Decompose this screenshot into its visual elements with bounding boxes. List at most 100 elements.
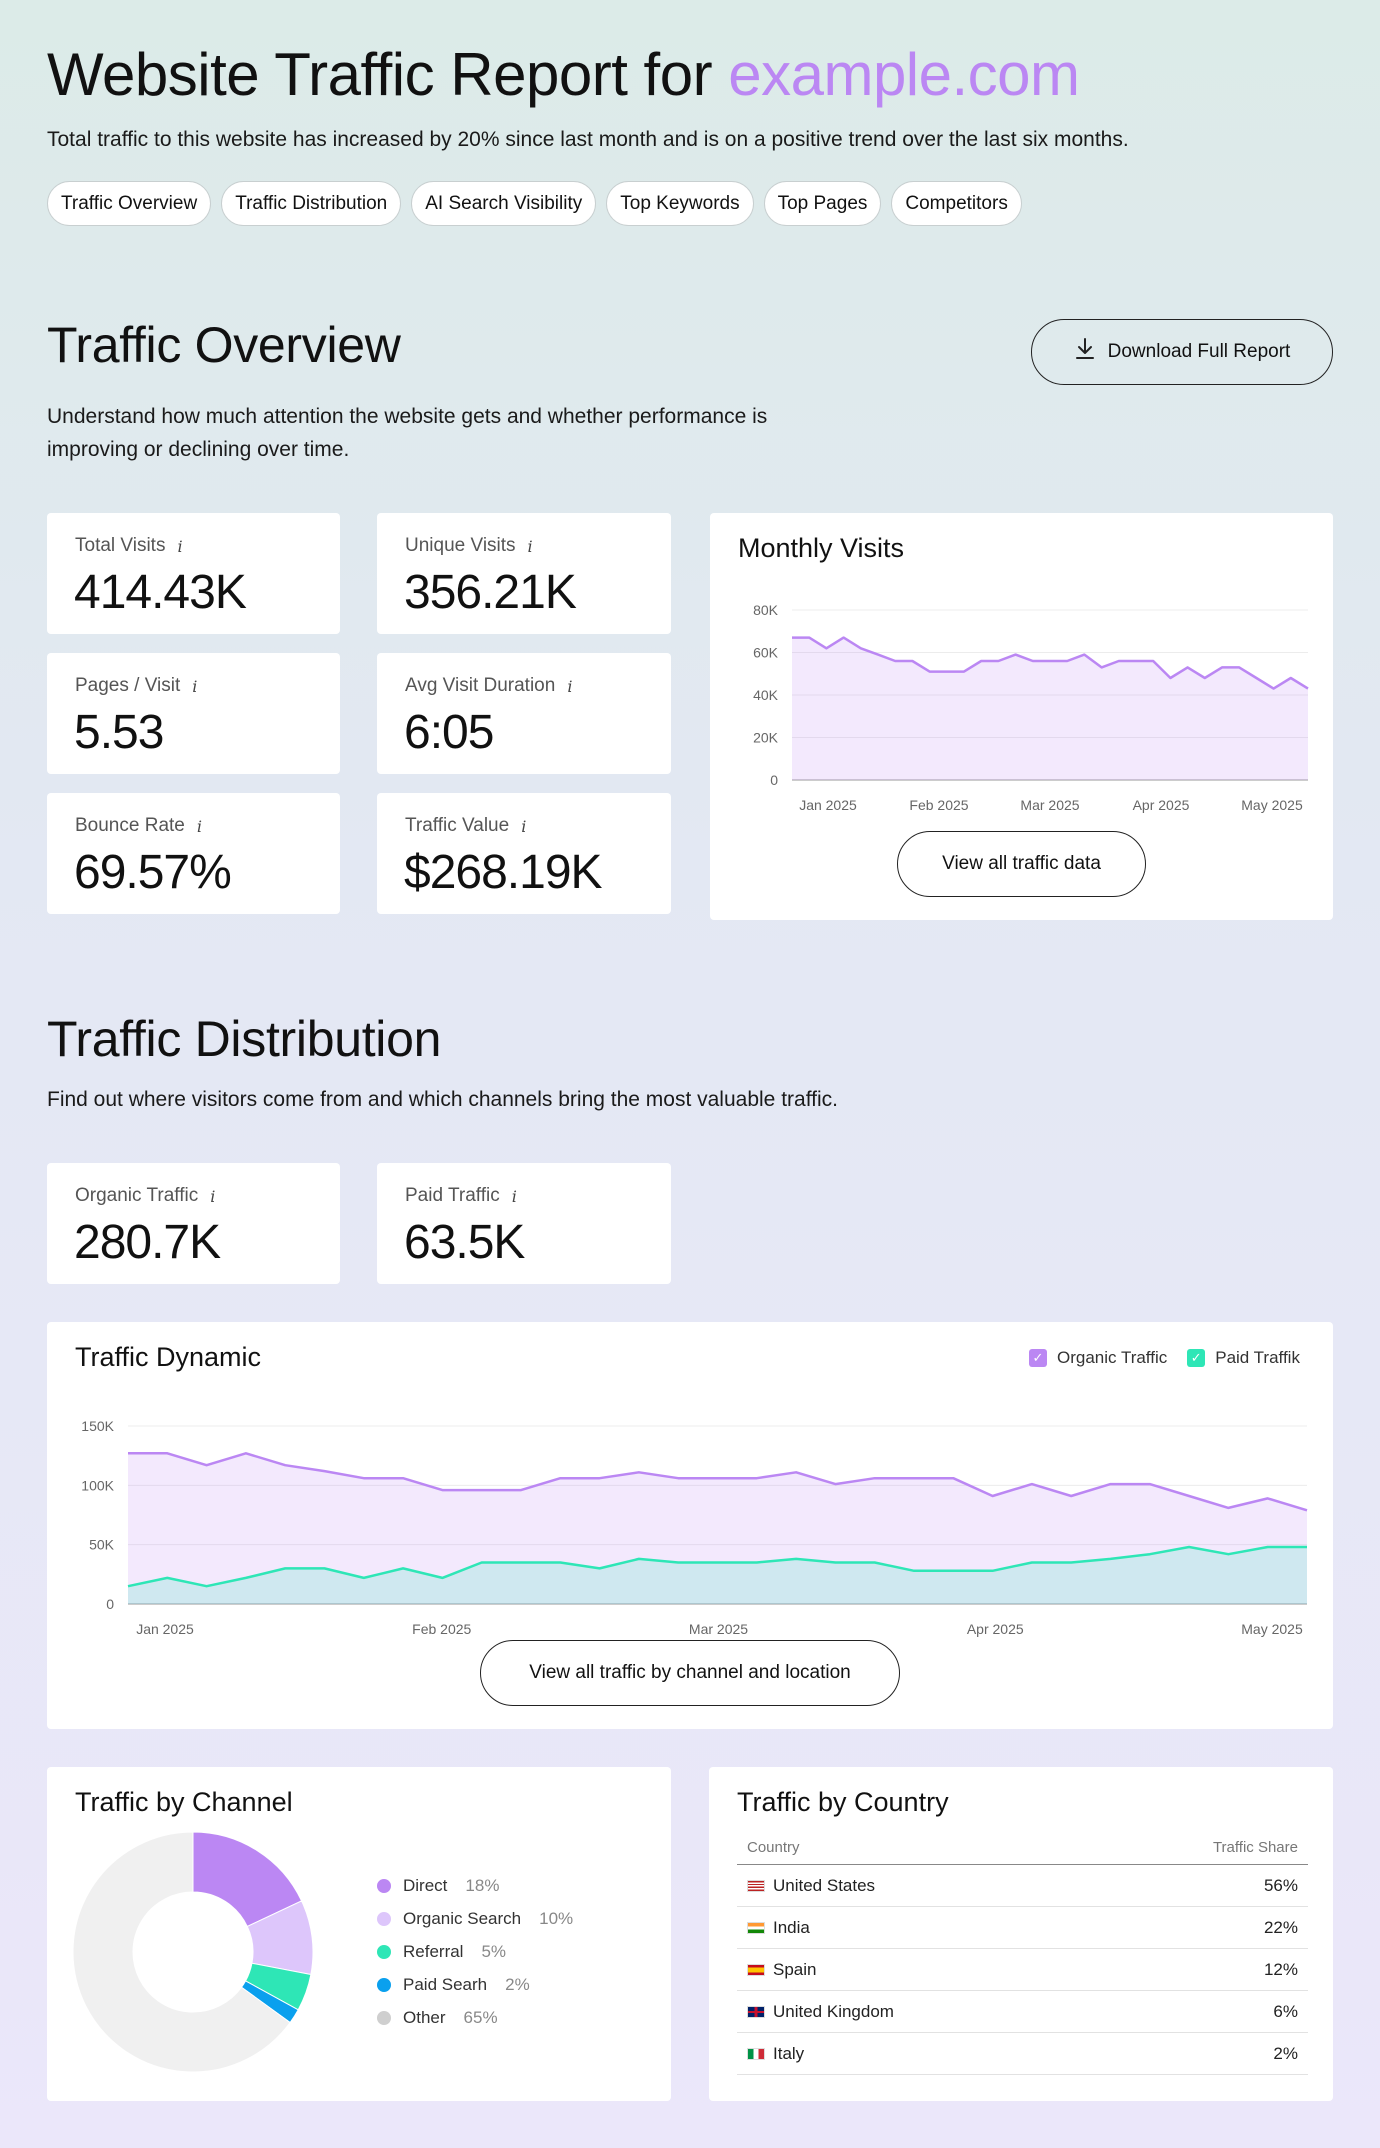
legend-checkbox-organic[interactable]: ✓ [1029,1349,1047,1367]
traffic-share-cell: 56% [1087,1864,1308,1907]
nav-pill-competitors[interactable]: Competitors [891,181,1022,226]
channel-label: Paid Searh [403,1974,488,1994]
overview-subtitle: Understand how much attention the websit… [47,400,767,466]
nav-pill-traffic-distribution[interactable]: Traffic Distribution [221,181,402,226]
channel-legend-item: Referral 5% [377,1935,573,1968]
section-title-distribution: Traffic Distribution [47,1011,442,1067]
stat-value: 63.5K [404,1216,525,1269]
flag-icon [747,1921,765,1934]
page-title: Website Traffic Report for example.com [47,40,1080,109]
country-name: United States [773,1875,876,1895]
view-all-traffic-button[interactable]: View all traffic data [897,831,1146,897]
country-name: Italy [773,2043,805,2063]
flag-icon [747,1879,765,1892]
country-name: United Kingdom [773,2001,894,2021]
channel-label: Other [403,2007,446,2027]
y-tick-label: 0 [106,1596,114,1612]
legend-label-organic: Organic Traffic [1057,1348,1168,1367]
info-icon[interactable]: i [196,816,202,836]
x-tick-label: Mar 2025 [689,1621,748,1637]
series-line-0 [128,1452,1308,1512]
channel-legend-item: Other 65% [377,2001,573,2034]
column-header-traffic-share: Traffic Share [1087,1839,1308,1865]
channel-legend-item: Organic Search 10% [377,1902,573,1935]
monthly-visits-card: Monthly Visits 80K 60K 40K 20K 0 Jan 2025 Feb … [710,513,1333,920]
channel-share: 18% [465,1875,500,1895]
stat-card-organic-traffic: Organic Traffic i 280.7K [47,1163,340,1284]
channel-legend: Direct 18% Organic Search 10% Referral 5% Paid… [377,1869,573,2034]
stat-label: Total Visits [75,535,166,556]
nav-pill-top-pages[interactable]: Top Pages [763,181,882,226]
y-tick-label: 50K [89,1537,115,1553]
y-tick-label: 60K [753,645,779,661]
country-cell: United Kingdom [737,1990,1088,2033]
stat-card-traffic-value: Traffic Value i $268.19K [377,793,671,914]
info-icon[interactable]: i [511,1186,517,1206]
info-icon[interactable]: i [177,536,183,556]
stat-label: Bounce Rate [75,815,185,836]
series-line-0 [792,636,1309,690]
legend-dot [377,1878,391,1893]
stat-value: 414.43K [74,566,247,619]
page-title-main: Website Traffic Report for [47,41,729,108]
table-row: United States 56% [737,1864,1308,1907]
country-cell: India [737,1906,1088,1949]
chart-title: Traffic by Country [737,1787,949,1817]
flag-icon [747,1963,765,1976]
traffic-dynamic-card: Traffic Dynamic ✓ Organic Traffic ✓ Paid… [47,1322,1333,1729]
country-table: Country Traffic Share United States 56% In… [737,1839,1308,2075]
channel-share: 10% [539,1908,574,1928]
column-header-country: Country [737,1839,1088,1865]
channel-legend-item: Direct 18% [377,1869,573,1902]
download-icon [1074,337,1096,367]
traffic-by-channel-card: Traffic by Channel Direct 18% Organic Sear… [47,1767,671,2101]
country-cell: United States [737,1864,1088,1907]
country-cell: Spain [737,1948,1088,1991]
legend-checkbox-paid[interactable]: ✓ [1187,1349,1206,1367]
overview-subtitle-line1: Understand how much attention the websit… [47,405,768,428]
nav-pill-ai-search-visibility[interactable]: AI Search Visibility [411,181,597,226]
stat-label: Avg Visit Duration [405,675,556,696]
nav-pill-traffic-overview[interactable]: Traffic Overview [47,181,212,226]
traffic-share-cell: 2% [1087,2032,1308,2075]
stat-card-total-visits: Total Visits i 414.43K [47,513,340,634]
country-cell: Italy [737,2032,1088,2075]
stat-label: Pages / Visit [75,675,181,696]
stat-value: 5.53 [74,706,164,759]
section-nav: Traffic Overview Traffic Distribution AI… [47,181,1022,226]
stat-card-bounce-rate: Bounce Rate i 69.57% [47,793,340,914]
legend-dot [377,1911,391,1926]
chart-title: Monthly Visits [738,533,905,563]
stat-card-unique-visits: Unique Visits i 356.21K [377,513,671,634]
view-traffic-by-channel-button[interactable]: View all traffic by channel and location [480,1640,900,1706]
stat-card-pages-per-visit: Pages / Visit i 5.53 [47,653,340,774]
info-icon[interactable]: i [521,816,527,836]
country-name: India [773,1917,810,1937]
y-tick-label: 150K [81,1418,114,1434]
x-tick-label: Jan 2025 [799,797,857,813]
x-tick-label: Apr 2025 [1133,797,1190,813]
info-icon[interactable]: i [567,676,573,696]
flag-icon [747,2005,765,2018]
series-area-1 [128,1547,1307,1604]
x-tick-label: Apr 2025 [967,1621,1024,1637]
stat-value: 6:05 [404,706,494,759]
info-icon[interactable]: i [527,536,533,556]
traffic-by-country-card: Traffic by Country Country Traffic Share… [709,1767,1333,2101]
traffic-share-cell: 22% [1087,1906,1308,1949]
channel-share: 2% [505,1974,530,1994]
y-tick-label: 20K [753,730,779,746]
y-tick-label: 100K [81,1477,114,1493]
info-icon[interactable]: i [210,1186,216,1206]
monthly-visits-chart: 80K 60K 40K 20K 0 Jan 2025 Feb 2025 Mar 2025 Apr… [753,602,1309,813]
stat-label: Organic Traffic [75,1185,199,1206]
info-icon[interactable]: i [192,676,198,696]
channel-label: Referral [403,1941,464,1961]
traffic-share-cell: 12% [1087,1948,1308,1991]
download-report-button[interactable]: Download Full Report [1031,319,1333,385]
y-tick-label: 80K [753,602,779,618]
series-area-0 [792,637,1308,780]
download-report-label: Download Full Report [1107,341,1291,362]
nav-pill-top-keywords[interactable]: Top Keywords [606,181,754,226]
country-name: Spain [773,1959,817,1979]
